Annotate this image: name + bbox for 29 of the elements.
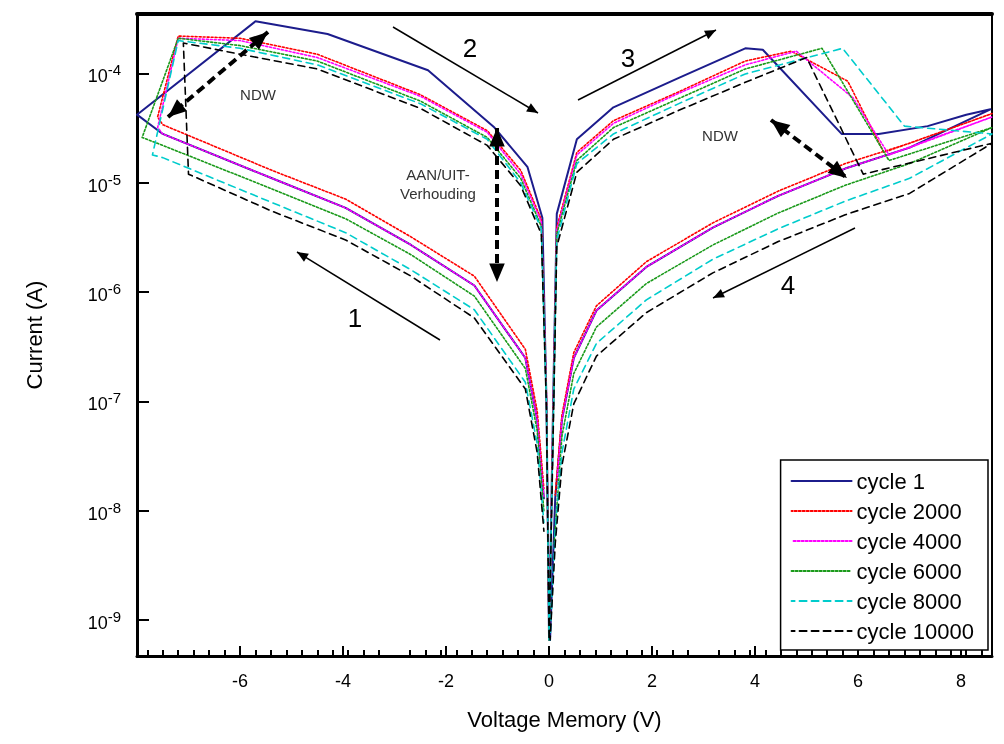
annotation: NDW	[240, 85, 276, 105]
x-tick-label: 4	[750, 671, 761, 691]
annotation: 1	[347, 301, 363, 335]
y-tick-label: 10$^{-9}$	[87, 607, 121, 633]
x-tick-label: 8	[956, 671, 967, 691]
y-axis-title: Current (A)	[21, 280, 47, 390]
y-tick-label: 10$^{-6}$	[87, 279, 121, 305]
legend-label: cycle 6000	[856, 558, 962, 584]
annotation: 4	[780, 268, 796, 302]
annotation: NDW	[702, 126, 738, 146]
y-tick-label: 10$^{-7}$	[87, 388, 121, 414]
annotation: 2	[462, 31, 478, 65]
x-tick-label: -4	[335, 671, 352, 691]
x-tick-label: -2	[438, 671, 455, 691]
y-tick-label: 10$^{-8}$	[87, 498, 121, 524]
legend-label: cycle 10000	[856, 618, 975, 644]
x-tick-label: 6	[853, 671, 864, 691]
annotation: 3	[620, 41, 636, 75]
legend-label: cycle 1	[856, 468, 926, 494]
y-tick-label: 10$^{-4}$	[87, 60, 121, 86]
x-tick-label: -6	[232, 671, 249, 691]
x-axis-title: Voltage Memory (V)	[467, 706, 662, 732]
legend-label: cycle 2000	[856, 498, 962, 524]
x-tick-label: 0	[544, 671, 555, 691]
legend-label: cycle 4000	[856, 528, 962, 554]
x-tick-label: 2	[647, 671, 658, 691]
legend-label: cycle 8000	[856, 588, 962, 614]
annotation: AAN/UIT- Verhouding	[400, 166, 476, 204]
y-tick-label: 10$^{-5}$	[87, 170, 121, 196]
